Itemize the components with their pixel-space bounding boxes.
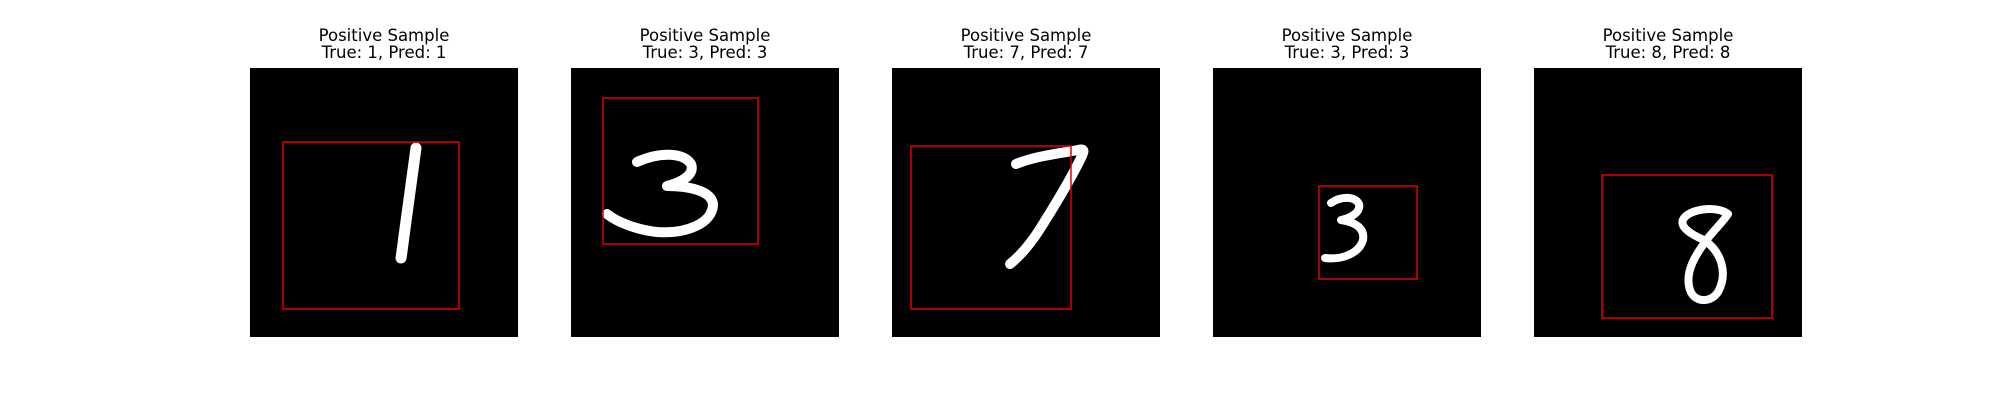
digit-stroke <box>1321 193 1368 263</box>
digit-stroke <box>395 142 422 264</box>
panel-title-line2: True: 3, Pred: 3 <box>1284 43 1410 62</box>
bounding-box <box>1318 185 1418 280</box>
panel-title-line1: Positive Sample <box>1602 26 1734 45</box>
panel-title: Positive Sample True: 1, Pred: 1 <box>210 27 558 61</box>
sample-panel-4: Positive Sample True: 3, Pred: 3 <box>1213 0 1481 400</box>
panel-title-line2: True: 1, Pred: 1 <box>321 43 447 62</box>
panel-title-line1: Positive Sample <box>1281 26 1413 45</box>
panel-title: Positive Sample True: 7, Pred: 7 <box>852 27 1200 61</box>
panel-title-line2: True: 7, Pred: 7 <box>963 43 1089 62</box>
panel-title-line2: True: 3, Pred: 3 <box>642 43 768 62</box>
bounding-box <box>282 141 460 310</box>
bounding-box <box>910 145 1072 310</box>
panel-title: Positive Sample True: 3, Pred: 3 <box>531 27 879 61</box>
panel-title: Positive Sample True: 3, Pred: 3 <box>1173 27 1521 61</box>
sample-panel-1: Positive Sample True: 1, Pred: 1 <box>250 0 518 400</box>
bounding-box <box>1601 174 1773 319</box>
panel-title-line1: Positive Sample <box>639 26 771 45</box>
digit-image <box>1534 68 1802 337</box>
panel-title-line2: True: 8, Pred: 8 <box>1605 43 1731 62</box>
sample-panel-2: Positive Sample True: 3, Pred: 3 <box>571 0 839 400</box>
sample-panel-3: Positive Sample True: 7, Pred: 7 <box>892 0 1160 400</box>
digit-image <box>250 68 518 337</box>
digit-image <box>571 68 839 337</box>
digit-stroke <box>1678 205 1732 304</box>
digit-image <box>892 68 1160 337</box>
digit-image <box>1213 68 1481 337</box>
sample-panel-5: Positive Sample True: 8, Pred: 8 <box>1534 0 1802 400</box>
panel-title-line1: Positive Sample <box>318 26 450 45</box>
digit-stroke <box>602 149 718 238</box>
bounding-box <box>602 97 759 245</box>
digit-stroke <box>1005 144 1089 269</box>
panel-title-line1: Positive Sample <box>960 26 1092 45</box>
panel-title: Positive Sample True: 8, Pred: 8 <box>1494 27 1842 61</box>
